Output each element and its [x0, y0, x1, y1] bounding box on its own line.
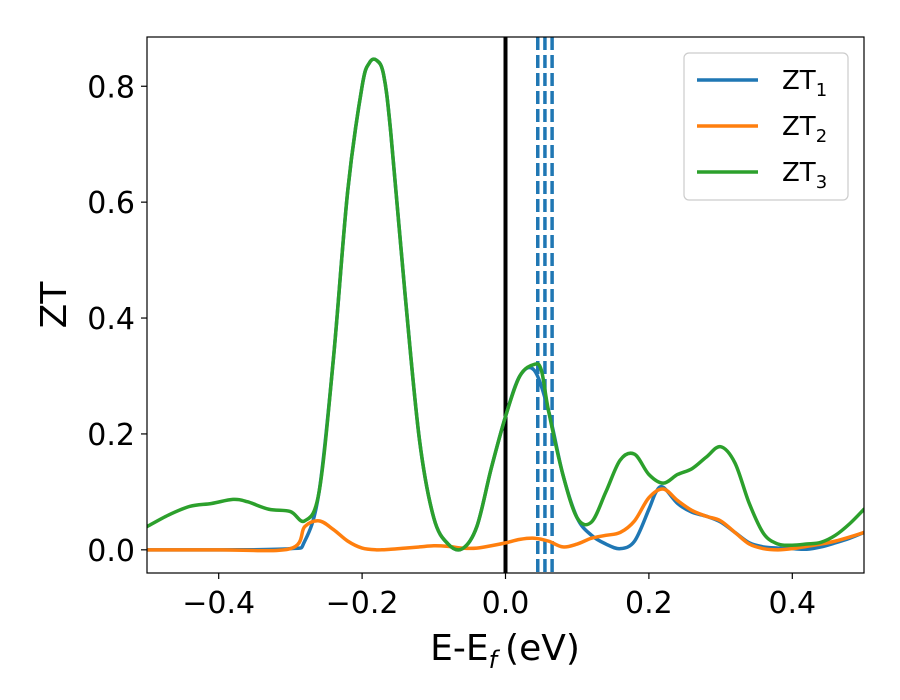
legend-label-zt3: ZT3 — [782, 158, 827, 193]
y-axis-title: ZT — [34, 281, 75, 329]
x-axis-ticks: −0.4 −0.2 0.0 0.2 0.4 — [182, 573, 816, 621]
legend: ZT1 ZT2 ZT3 — [683, 52, 849, 201]
y-tick-label: 0.0 — [87, 534, 135, 569]
x-tick-label: −0.2 — [326, 586, 399, 621]
vertical-markers — [503, 37, 554, 573]
legend-box — [683, 52, 849, 201]
y-tick-label: 0.8 — [87, 70, 135, 105]
x-tick-label: −0.4 — [182, 586, 255, 621]
series-line-zt3 — [147, 57, 864, 552]
series-line-zt2 — [147, 487, 864, 553]
y-tick-label: 0.6 — [87, 186, 135, 221]
y-tick-label: 0.4 — [87, 302, 135, 337]
x-tick-label: 0.4 — [768, 586, 816, 621]
y-axis-ticks: 0.0 0.2 0.4 0.6 0.8 — [87, 70, 147, 569]
x-axis-title: E-Ef (eV) — [430, 628, 580, 674]
legend-label-zt2: ZT2 — [782, 112, 827, 147]
y-tick-label: 0.2 — [87, 418, 135, 453]
series-layer — [147, 57, 864, 553]
legend-label-zt1: ZT1 — [782, 66, 827, 101]
x-tick-label: 0.0 — [482, 586, 530, 621]
x-tick-label: 0.2 — [625, 586, 673, 621]
